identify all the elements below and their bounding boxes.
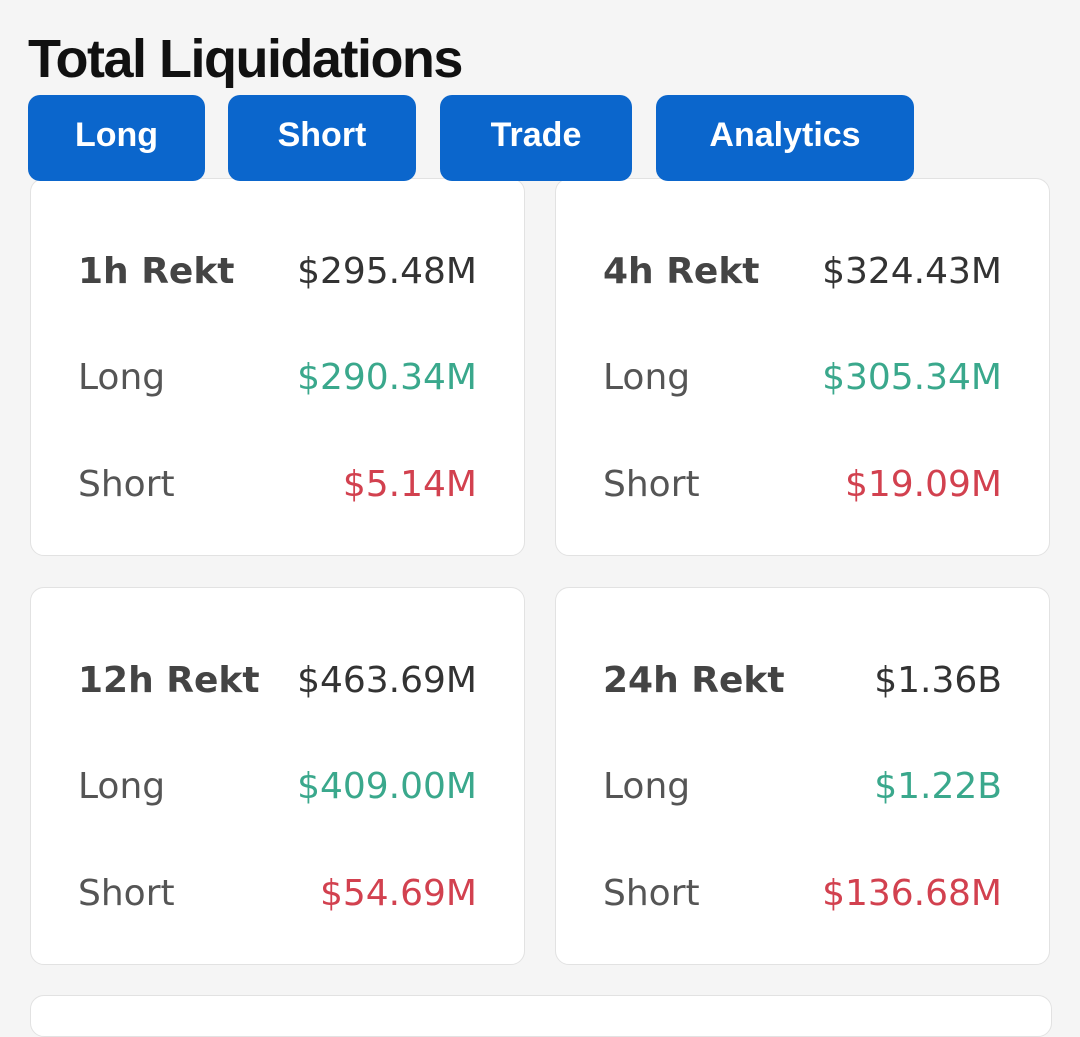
stat-row: 12h Rekt $463.69M <box>78 655 477 705</box>
stat-label: Short <box>78 872 175 914</box>
stat-value: $290.34M <box>297 356 477 398</box>
stat-label: Short <box>78 463 175 505</box>
stat-label: 1h Rekt <box>78 250 235 292</box>
stat-value: $324.43M <box>822 250 1002 292</box>
stat-row: Short $5.14M <box>78 459 477 509</box>
page: {"header": {"title": "Total Liquidations… <box>28 29 1052 1037</box>
stat-row: 1h Rekt $295.48M <box>78 246 477 296</box>
stat-label: Long <box>78 765 166 807</box>
stat-row: Long $305.34M <box>603 352 1002 402</box>
stat-value: $295.48M <box>297 250 477 292</box>
card <box>30 995 1052 1037</box>
stat-card: 12h Rekt $463.69M Long $409.00M Short $54.69M <box>30 587 525 965</box>
tab-button[interactable]: Long <box>28 95 205 181</box>
stat-row: Short $19.09M <box>603 459 1002 509</box>
tab-button[interactable]: Analytics <box>656 95 914 181</box>
page-title: Total Liquidations <box>28 29 463 89</box>
stat-value: $305.34M <box>822 356 1002 398</box>
stat-row: Long $409.00M <box>78 761 477 811</box>
stat-value: $5.14M <box>342 463 477 505</box>
stat-label: 12h Rekt <box>78 659 260 701</box>
stat-row: Short $54.69M <box>78 868 477 918</box>
stat-label: Long <box>603 356 691 398</box>
stat-label: Long <box>78 356 166 398</box>
stat-row: 24h Rekt $1.36B <box>603 655 1002 705</box>
stat-value: $463.69M <box>297 659 477 701</box>
stat-label: 4h Rekt <box>603 250 760 292</box>
stat-label: Long <box>603 765 691 807</box>
stat-value: $19.09M <box>844 463 1002 505</box>
tab-button[interactable]: Short <box>228 95 416 181</box>
stat-row: 4h Rekt $324.43M <box>603 246 1002 296</box>
stat-card: 24h Rekt $1.36B Long $1.22B Short $136.68M <box>555 587 1050 965</box>
stat-card: 4h Rekt $324.43M Long $305.34M Short $19.09M <box>555 178 1050 556</box>
stat-label: Short <box>603 463 700 505</box>
tab-button[interactable]: Trade <box>440 95 632 181</box>
stat-value: $1.22B <box>874 765 1002 807</box>
stat-label: Short <box>603 872 700 914</box>
stat-value: $136.68M <box>822 872 1002 914</box>
stat-row: Long $290.34M <box>78 352 477 402</box>
stat-value: $54.69M <box>319 872 477 914</box>
stat-label: 24h Rekt <box>603 659 785 701</box>
stat-row: Short $136.68M <box>603 868 1002 918</box>
stat-value: $1.36B <box>874 659 1002 701</box>
stat-value: $409.00M <box>297 765 477 807</box>
stat-card: 1h Rekt $295.48M Long $290.34M Short $5.14M <box>30 178 525 556</box>
stat-row: Long $1.22B <box>603 761 1002 811</box>
